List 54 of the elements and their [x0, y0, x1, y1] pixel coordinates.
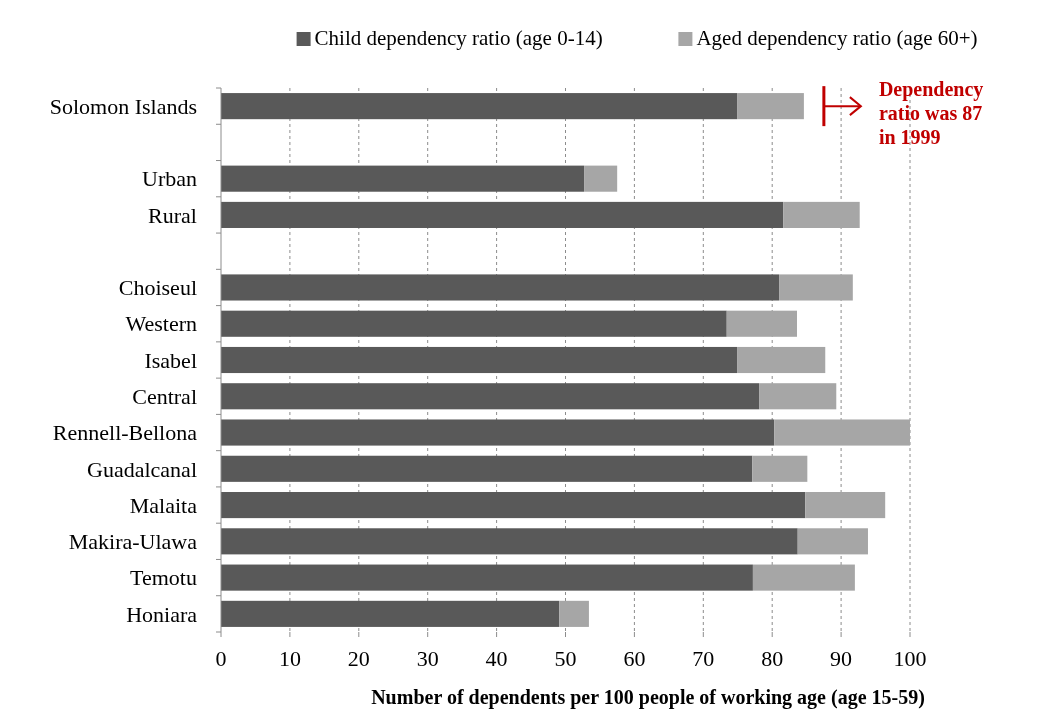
bar [797, 528, 868, 555]
bar [221, 165, 585, 192]
bar [221, 346, 738, 374]
y-tick-label: Western [125, 311, 197, 337]
x-tick-label: 50 [554, 646, 577, 671]
x-tick-label: 70 [692, 646, 715, 671]
x-tick-label: 0 [215, 646, 227, 671]
bar [783, 201, 860, 228]
x-tick-label: 30 [416, 646, 439, 671]
bar [726, 310, 797, 337]
x-tick-label: 60 [623, 646, 646, 671]
x-tick-label: 80 [761, 646, 784, 671]
bar [737, 93, 804, 120]
y-tick-label: Temotu [130, 565, 197, 591]
x-tick-label: 40 [485, 646, 508, 671]
y-tick-label: Guadalcanal [87, 456, 197, 482]
bar [221, 528, 798, 555]
x-tick-label: 100 [893, 646, 927, 671]
bar [774, 419, 910, 446]
x-tick-label: 10 [278, 646, 301, 671]
bar [752, 455, 808, 482]
y-tick-label: Urban [142, 166, 197, 192]
x-tick-label: 20 [347, 646, 370, 671]
bar [221, 383, 760, 410]
y-tick-label: Malaita [129, 492, 198, 518]
bar [221, 201, 784, 228]
annotation: Dependency ratio was 87 in 1999 [878, 78, 984, 149]
bar [759, 383, 837, 410]
bar [737, 346, 826, 374]
bar [805, 492, 886, 519]
bar [221, 419, 775, 446]
bar [559, 600, 589, 627]
y-tick-label: Rural [148, 202, 197, 228]
bar [584, 165, 618, 192]
y-tick-label: Choiseul [118, 275, 197, 301]
bar [221, 310, 727, 337]
legend-label: Aged dependency ratio (age 60+) [696, 26, 978, 50]
y-tick-label: Solomon Islands [49, 93, 197, 119]
x-axis-title: Number of dependents per 100 people of working age (age 15-59) [371, 686, 925, 709]
legend-label: Child dependency ratio (age 0-14) [314, 26, 603, 50]
y-tick-label: Honiara [126, 601, 198, 627]
bar [221, 93, 738, 120]
bar [221, 492, 806, 519]
y-tick-label: Makira-Ulawa [68, 529, 198, 555]
bar [221, 455, 753, 482]
bar [221, 564, 753, 591]
y-tick-label: Isabel [144, 347, 197, 373]
y-tick-label: Rennell-Bellona [52, 420, 198, 446]
x-tick-label: 90 [830, 646, 853, 671]
bar [221, 274, 780, 301]
y-tick-label: Central [132, 383, 197, 409]
bar [779, 274, 853, 301]
bar [752, 564, 855, 591]
bar [221, 600, 560, 627]
